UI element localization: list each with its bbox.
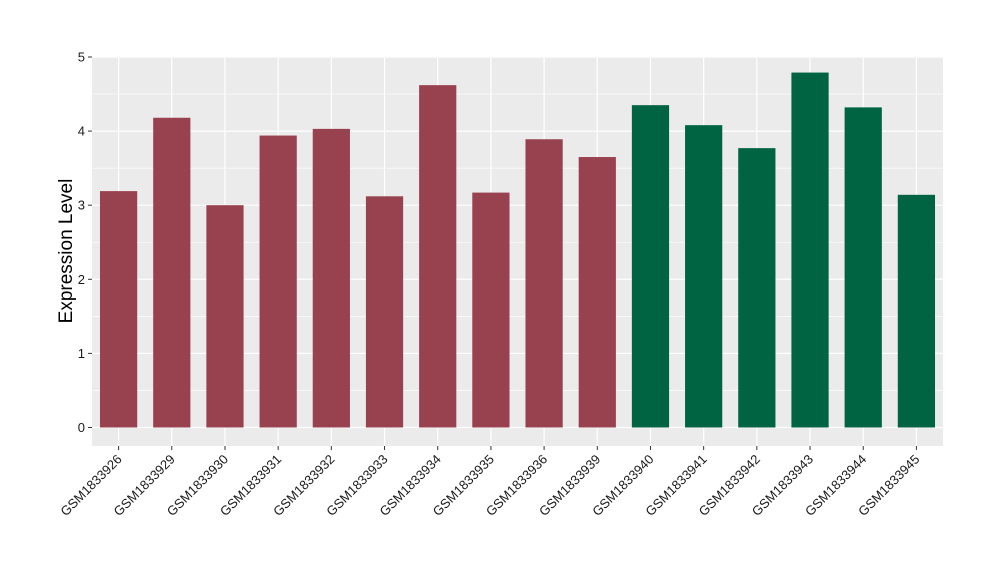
bar-GSM1833943 <box>791 72 829 428</box>
bar-GSM1833942 <box>738 148 776 428</box>
bar-GSM1833926 <box>99 191 138 428</box>
y-tick-label: 2 <box>78 272 85 287</box>
bar-GSM1833936 <box>525 139 563 428</box>
y-tick-label: 0 <box>78 420 85 435</box>
bar-GSM1833931 <box>259 135 297 428</box>
bar-GSM1833934 <box>419 85 457 428</box>
bar-GSM1833932 <box>312 128 350 428</box>
bar-GSM1833940 <box>631 105 670 428</box>
bar-GSM1833935 <box>472 192 510 428</box>
bar-GSM1833939 <box>578 157 616 428</box>
y-axis-title: Expression Level <box>56 179 77 324</box>
bar-GSM1833930 <box>206 205 244 428</box>
bar-GSM1833941 <box>685 125 723 428</box>
bar-GSM1833933 <box>365 196 404 428</box>
y-tick-label: 3 <box>78 198 85 213</box>
y-axis: 0 1 2 3 4 5 <box>78 50 92 435</box>
x-axis: GSM1833926GSM1833929GSM1833930GSM1833931… <box>57 446 923 519</box>
bars <box>99 72 936 428</box>
y-tick-label: 1 <box>78 346 85 361</box>
y-tick-label: 4 <box>78 124 85 139</box>
bar-GSM1833929 <box>153 117 191 428</box>
bar-GSM1833944 <box>844 107 882 428</box>
bar-GSM1833945 <box>897 194 936 428</box>
y-tick-label: 5 <box>78 50 85 65</box>
